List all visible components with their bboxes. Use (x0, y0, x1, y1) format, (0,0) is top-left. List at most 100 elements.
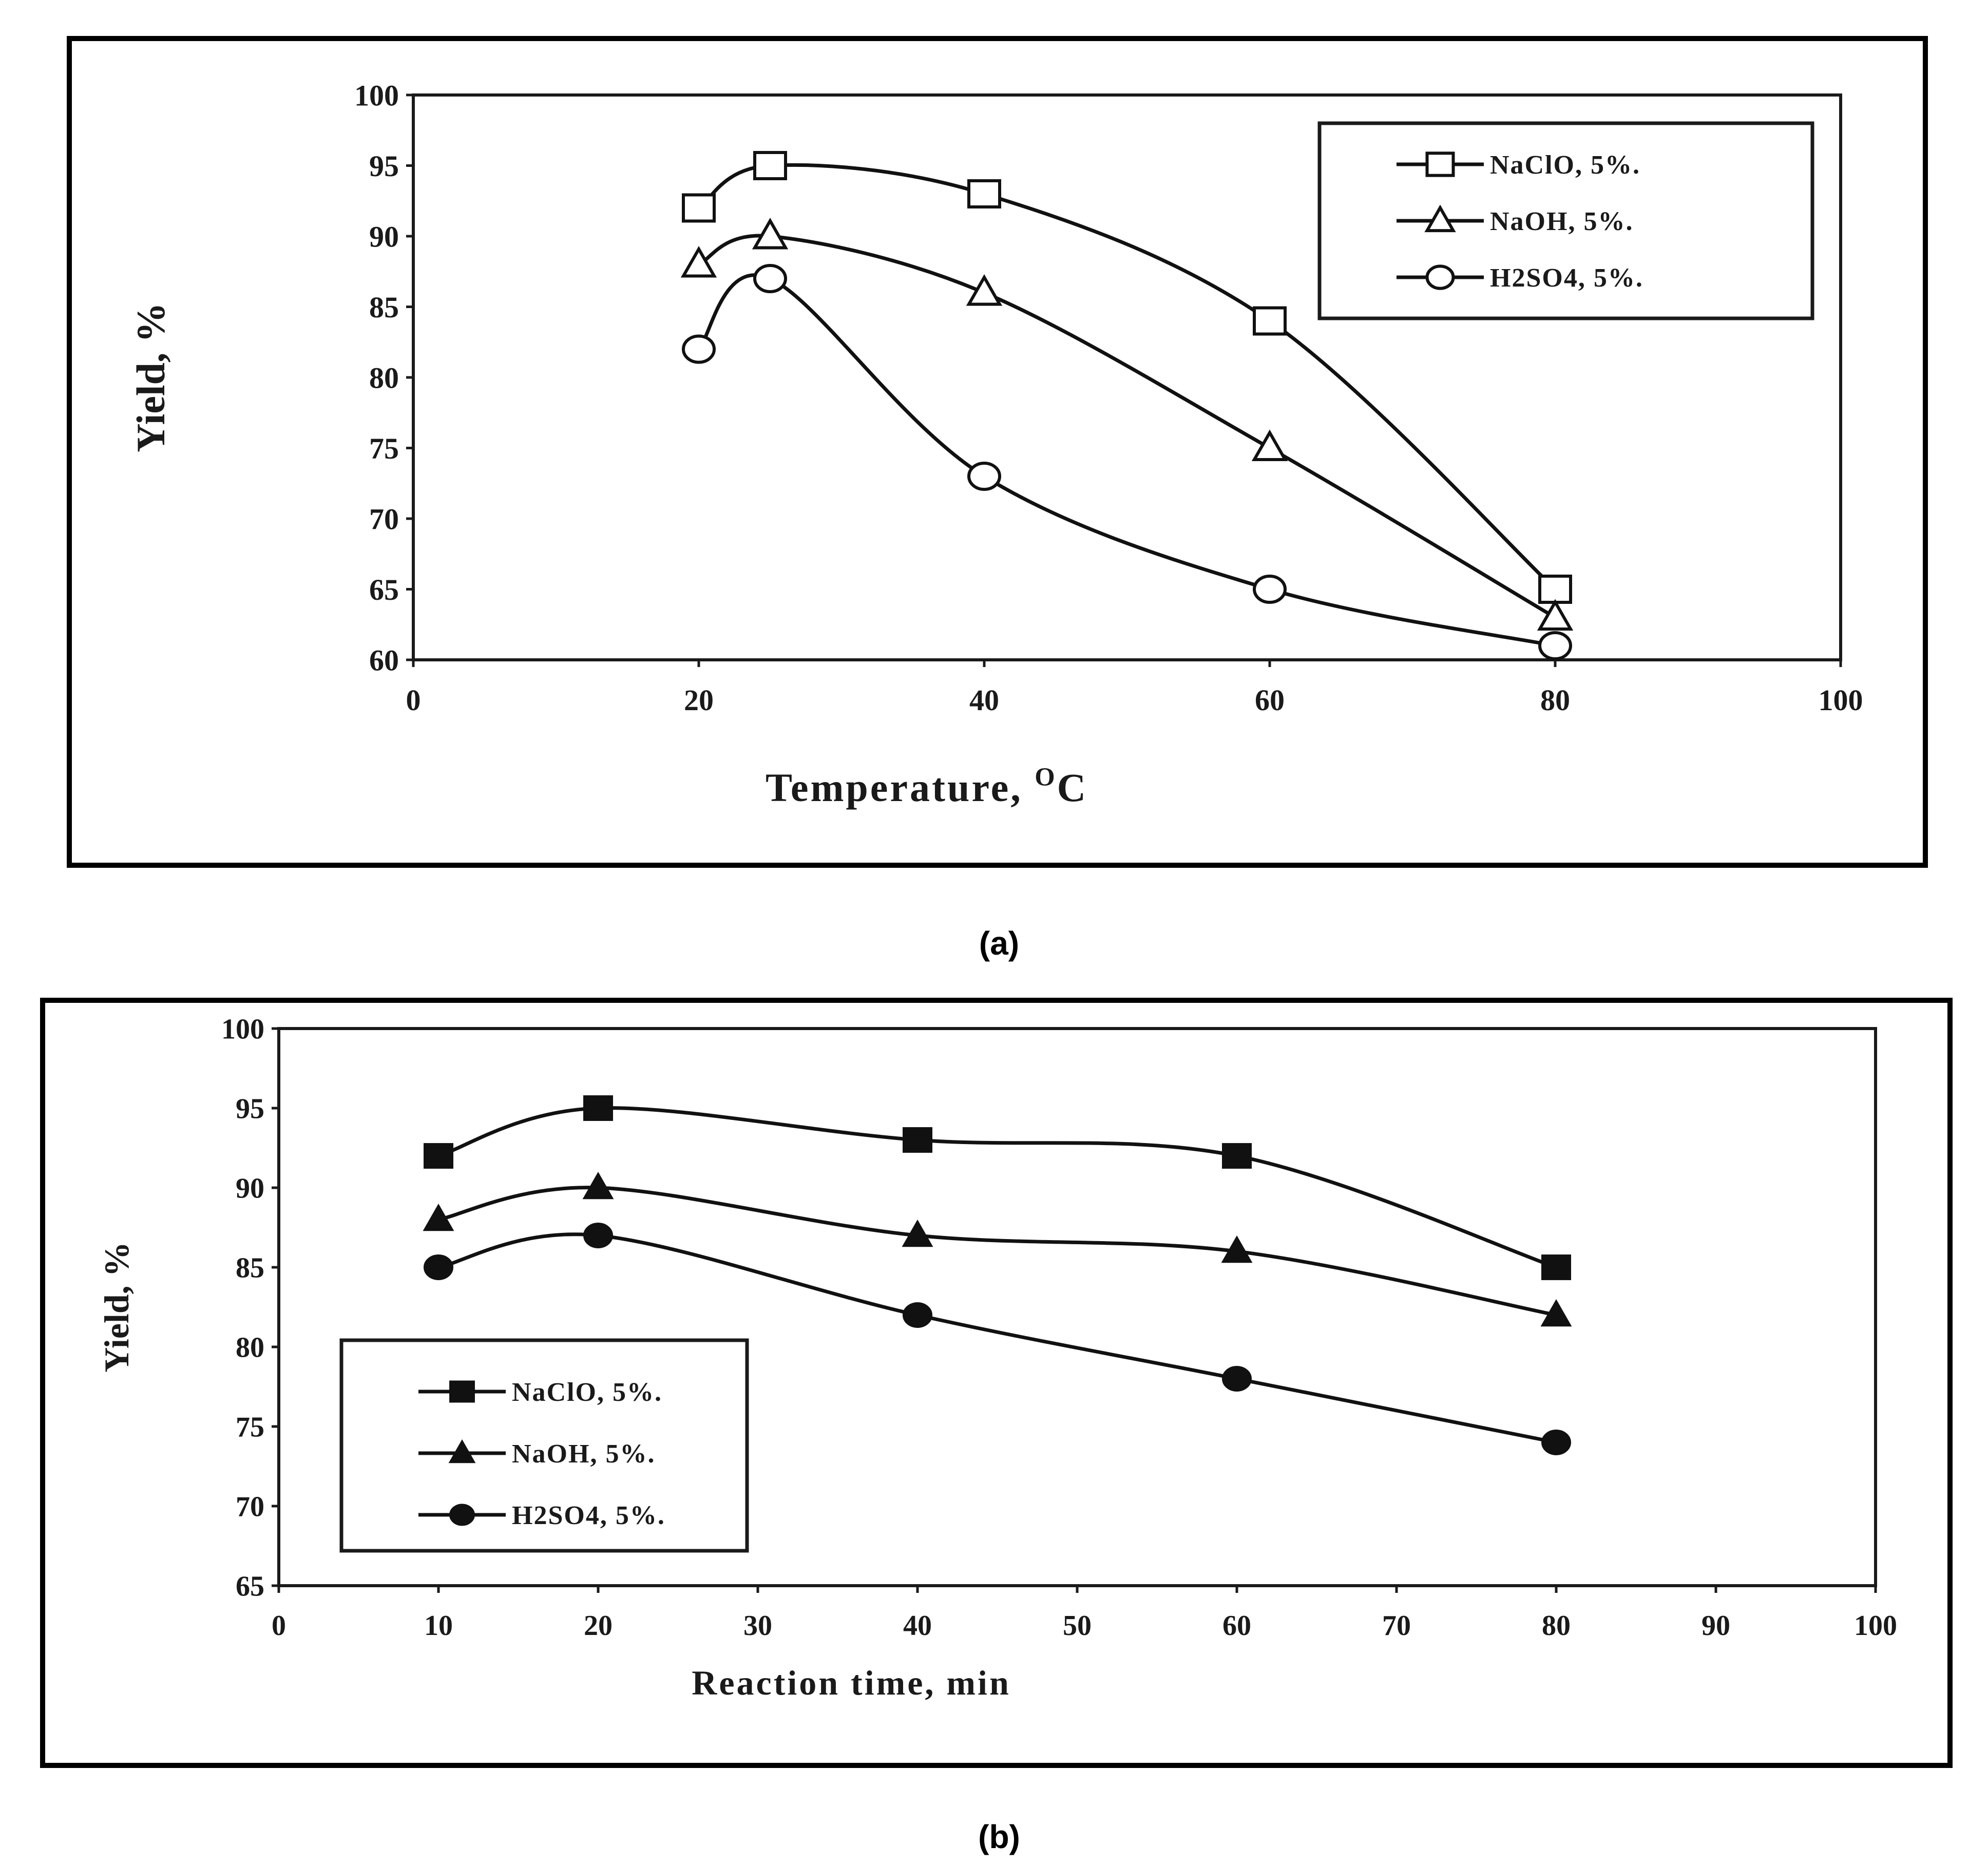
x-tick-label: 30 (743, 1610, 772, 1642)
legend-label: H2SO4, 5%. (512, 1501, 665, 1530)
legend-marker (448, 1439, 476, 1463)
x-tick-label: 50 (1063, 1610, 1092, 1642)
data-point (967, 179, 1001, 208)
data-point (753, 264, 787, 293)
x-tick-label: 40 (903, 1610, 932, 1642)
y-tick-label: 95 (236, 1093, 264, 1125)
data-point (424, 1143, 453, 1169)
data-point (1222, 1366, 1252, 1392)
x-tick-label: 60 (1222, 1610, 1251, 1642)
legend-label: NaClO, 5%. (512, 1378, 662, 1407)
data-point (583, 1223, 613, 1248)
legend-box (339, 1338, 749, 1553)
data-point (1253, 575, 1287, 604)
data-point (1538, 575, 1572, 604)
data-point (682, 334, 716, 364)
x-tick-label: 10 (424, 1610, 453, 1642)
x-tick-label: 40 (969, 683, 999, 717)
x-tick-label: 20 (684, 683, 714, 717)
x-axis-label-tail: C (1057, 765, 1088, 810)
chart-a: 60 65 70 75 80 85 90 95 100 0 20 40 60 80 100 Temperatu… (128, 79, 1863, 810)
data-point (1222, 1143, 1252, 1169)
x-axis-label-sup: O (1035, 763, 1057, 791)
data-point (1221, 1235, 1253, 1263)
data-point (1540, 1299, 1572, 1327)
x-axis-label-text: Temperature, (766, 765, 1035, 810)
y-tick-label: 70 (236, 1491, 264, 1523)
legend-marker (1424, 204, 1456, 233)
y-tick-label: 80 (236, 1332, 264, 1364)
y-tick-label: 80 (369, 361, 399, 394)
panel-label-b: (b) (978, 1818, 1020, 1855)
series-line (437, 1106, 1557, 1269)
data-point (424, 1254, 453, 1280)
legend-label: H2SO4, 5%. (1490, 263, 1643, 293)
y-tick-label: 90 (236, 1173, 264, 1205)
x-tick-label: 90 (1702, 1610, 1730, 1642)
y-tick-label: 75 (236, 1412, 264, 1443)
data-point (1253, 306, 1287, 336)
legend-marker (1425, 264, 1455, 290)
data-point (1538, 631, 1572, 660)
legend-label: NaOH, 5%. (1490, 207, 1633, 236)
x-tick-label: 80 (1542, 1610, 1571, 1642)
y-tick-label: 65 (236, 1571, 264, 1603)
y-tick-label: 70 (369, 502, 399, 536)
series-circle (682, 264, 1572, 660)
legend-label: NaOH, 5%. (512, 1439, 655, 1469)
x-tick-label: 0 (272, 1610, 286, 1642)
data-point (682, 193, 716, 223)
data-point (753, 151, 787, 180)
x-tick-label: 20 (584, 1610, 613, 1642)
series-line (438, 1186, 1557, 1317)
data-point (903, 1127, 932, 1153)
x-axis-label: Temperature, OC (766, 763, 1088, 810)
data-point (752, 217, 789, 250)
legend-marker (449, 1504, 475, 1526)
x-tick-label: 60 (1255, 683, 1285, 717)
y-tick-label: 65 (369, 573, 399, 606)
x-axis-label: Reaction time, min (692, 1663, 1011, 1702)
x-tick-label: 0 (406, 683, 421, 717)
data-point (1541, 1430, 1571, 1455)
y-tick-label: 75 (369, 432, 399, 465)
legend: NaClO, 5%. NaOH, 5%. H2SO4, 5%. (339, 1338, 749, 1553)
series-triangle (680, 217, 1574, 631)
x-tick-label: 100 (1819, 683, 1863, 717)
series-triangle (423, 1171, 1572, 1327)
data-point (1541, 1254, 1571, 1280)
data-point (582, 1171, 614, 1200)
legend-marker (449, 1380, 475, 1403)
data-point (966, 274, 1003, 306)
legend-label: NaClO, 5%. (1490, 150, 1640, 180)
data-point (902, 1219, 933, 1247)
chart-b: 65 70 75 80 85 90 95 100 0 10 20 30 40 50 60 70 80 90 100 R… (97, 1014, 1897, 1702)
y-tick-label: 100 (221, 1014, 264, 1045)
data-point (1251, 429, 1288, 461)
data-point (1537, 599, 1574, 631)
legend: NaClO, 5%. NaOH, 5%. H2SO4, 5%. (1317, 121, 1814, 320)
series-line (697, 273, 1556, 648)
series-line (438, 1232, 1557, 1444)
data-point (967, 462, 1001, 491)
series-square (424, 1095, 1571, 1280)
series-square (682, 151, 1572, 604)
series-circle (424, 1223, 1571, 1455)
y-tick-label: 85 (369, 291, 399, 324)
x-tick-label: 70 (1382, 1610, 1411, 1642)
data-point (903, 1302, 932, 1328)
panel-label-a: (a) (979, 925, 1020, 962)
y-tick-label: 85 (236, 1252, 264, 1284)
x-tick-label: 80 (1540, 683, 1570, 717)
y-tick-label: 100 (354, 79, 399, 112)
data-point (583, 1095, 613, 1121)
y-axis-label: Yield, % (128, 302, 173, 452)
x-tick-label: 100 (1854, 1610, 1897, 1642)
y-tick-label: 60 (369, 643, 399, 677)
x-axis-label-text: Reaction time, min (692, 1663, 1011, 1702)
legend-marker (1425, 151, 1455, 177)
y-tick-label: 95 (369, 149, 399, 183)
y-tick-label: 90 (369, 220, 399, 253)
data-point (680, 245, 717, 278)
